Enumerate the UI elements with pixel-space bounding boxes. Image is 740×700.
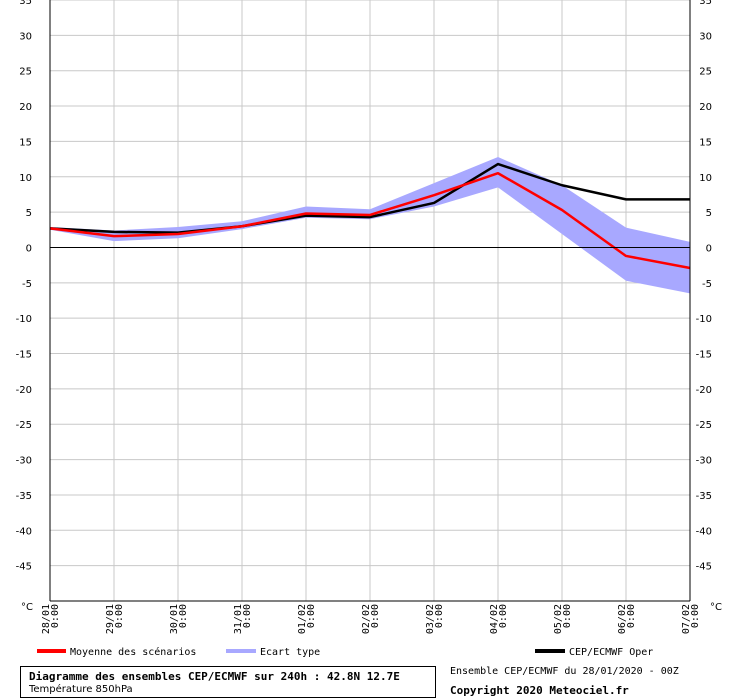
y-tick-label-left: 20 — [19, 102, 32, 113]
chart-subtitle: Température 850hPa — [29, 684, 133, 695]
copyright: Copyright 2020 Meteociel.fr — [450, 684, 629, 697]
chart-legend: Moyenne des scénarios Ecart type CEP/ECMWF… — [37, 646, 653, 658]
x-tick-label: 03/020:00 — [425, 604, 445, 634]
y-tick-label-right: -10 — [696, 314, 712, 325]
x-tick-label: 07/020:00 — [681, 604, 701, 634]
y-tick-label-right: -30 — [696, 456, 712, 467]
y-tick-label-left: 0 — [26, 243, 32, 254]
y-tick-label-right: -20 — [696, 385, 712, 396]
run-info: Ensemble CEP/ECMWF du 28/01/2020 - 00Z — [450, 666, 679, 677]
unit-label-right: °C — [710, 602, 722, 613]
y-tick-label-right: 20 — [699, 102, 712, 113]
x-tick-label: 31/010:00 — [233, 604, 253, 634]
chart-grid — [49, 0, 691, 602]
x-tick-label: 29/010:00 — [105, 604, 125, 634]
y-tick-labels: 35 35 30 30 25 25 20 20 15 15 10 10 5 5 0 0 -5 -5 -10 -10 -1… — [16, 0, 722, 613]
x-tick-label: 06/020:00 — [617, 604, 637, 634]
y-tick-label-left: -30 — [16, 456, 32, 467]
y-tick-label-right: 30 — [699, 31, 712, 42]
y-tick-label-right: 35 — [699, 0, 712, 7]
legend-moyenne-label: Moyenne des scénarios — [70, 646, 196, 658]
ensemble-chart: 35 35 30 30 25 25 20 20 15 15 10 10 5 5 0 0 -5 -5 -10 -10 -1… — [16, 0, 722, 658]
unit-label-left: °C — [21, 602, 33, 613]
chart-axes — [49, 0, 691, 602]
y-tick-label-left: 15 — [19, 137, 32, 148]
x-tick-label: 30/010:00 — [169, 604, 189, 634]
chart-title: Diagramme des ensembles CEP/ECMWF sur 24… — [29, 670, 400, 683]
y-tick-label-right: 5 — [706, 208, 712, 219]
y-tick-label-right: -35 — [696, 491, 712, 502]
y-tick-label-right: -25 — [696, 420, 712, 431]
footer-title-box: Diagramme des ensembles CEP/ECMWF sur 24… — [20, 666, 436, 698]
y-tick-label-right: -5 — [702, 279, 712, 290]
y-tick-label-left: -15 — [16, 350, 32, 361]
legend-ecart-type-label: Ecart type — [260, 647, 320, 658]
oper-series-line — [49, 162, 690, 234]
y-tick-label-left: -40 — [16, 526, 32, 537]
legend-oper-label: CEP/ECMWF Oper — [569, 647, 653, 658]
x-tick-label: 28/010:00 — [41, 604, 61, 634]
y-tick-label-right: 25 — [699, 67, 712, 78]
x-tick-label: 01/020:00 — [297, 604, 317, 634]
y-tick-label-left: -45 — [16, 562, 32, 573]
y-tick-label-left: -25 — [16, 420, 32, 431]
y-tick-label-left: -10 — [16, 314, 32, 325]
y-tick-label-right: -15 — [696, 350, 712, 361]
series-lines-layer — [49, 162, 691, 270]
y-tick-label-left: 10 — [19, 173, 32, 184]
y-tick-label-left: -35 — [16, 491, 32, 502]
y-tick-label-right: 15 — [699, 137, 712, 148]
x-tick-label: 05/020:00 — [553, 604, 573, 634]
y-tick-label-left: 30 — [19, 31, 32, 42]
y-tick-label-right: 10 — [699, 173, 712, 184]
y-tick-label-left: -5 — [22, 279, 32, 290]
y-tick-label-left: 35 — [19, 0, 32, 7]
x-tick-label: 02/020:00 — [361, 604, 381, 634]
y-tick-label-right: -45 — [696, 562, 712, 573]
y-tick-label-right: -40 — [696, 526, 712, 537]
y-tick-label-left: -20 — [16, 385, 32, 396]
y-tick-label-left: 5 — [26, 208, 32, 219]
x-tick-label: 04/020:00 — [489, 604, 509, 634]
y-tick-label-left: 25 — [19, 67, 32, 78]
moyenne-series-line — [49, 171, 691, 270]
y-tick-label-right: 0 — [706, 243, 712, 254]
x-tick-labels: 28/010:00 29/010:00 30/010:00 31/010:00 01/0… — [41, 604, 701, 634]
